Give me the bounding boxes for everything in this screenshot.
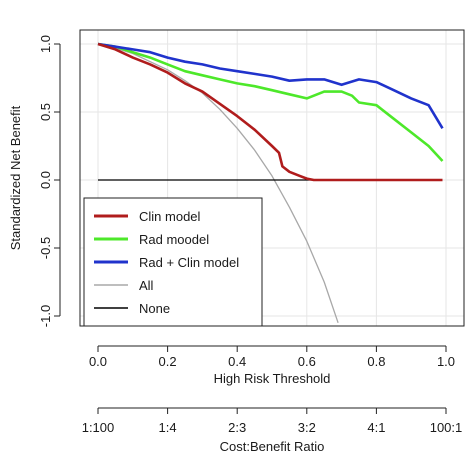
y-tick-label: 1.0 bbox=[38, 35, 53, 53]
secondary-tick-label: 2:3 bbox=[228, 420, 246, 435]
x-tick-label: 0.4 bbox=[228, 354, 246, 369]
legend-label: None bbox=[139, 301, 170, 316]
legend-label: All bbox=[139, 278, 154, 293]
x-tick-label: 0.0 bbox=[89, 354, 107, 369]
secondary-tick-label: 4:1 bbox=[367, 420, 385, 435]
x-tick-label: 0.8 bbox=[367, 354, 385, 369]
series-layer bbox=[97, 42, 444, 324]
series-line-all bbox=[97, 43, 339, 324]
series-line-clin-model bbox=[97, 42, 443, 182]
legend-label: Rad + Clin model bbox=[139, 255, 239, 270]
legend-label: Clin model bbox=[139, 209, 201, 224]
legend-label: Rad moodel bbox=[139, 232, 209, 247]
y-tick-label: 0.5 bbox=[38, 103, 53, 121]
secondary-tick-label: 1:100 bbox=[82, 420, 115, 435]
y-tick-label: -1.0 bbox=[38, 305, 53, 327]
secondary-axis-title: Cost:Benefit Ratio bbox=[220, 439, 325, 454]
axes-layer: 0.0 0.2 0.4 0.6 0.8 1.0 -1.0 -0.5 0.0 0.5 1.0 1:100… bbox=[38, 35, 462, 435]
x-tick-label: 1.0 bbox=[437, 354, 455, 369]
y-tick-label: -0.5 bbox=[38, 237, 53, 259]
y-tick-label: 0.0 bbox=[38, 171, 53, 189]
secondary-tick-label: 3:2 bbox=[298, 420, 316, 435]
secondary-tick-label: 100:1 bbox=[430, 420, 463, 435]
x-tick-label: 0.2 bbox=[159, 354, 177, 369]
plot-frame bbox=[79, 29, 465, 327]
secondary-tick-label: 1:4 bbox=[159, 420, 177, 435]
x-axis-title: High Risk Threshold bbox=[214, 371, 331, 386]
y-axis-title: Standardized Net Benefit bbox=[8, 105, 23, 250]
legend: Clin model Rad moodel Rad + Clin model All N… bbox=[83, 197, 263, 327]
series-line-rad-clin-model bbox=[97, 42, 444, 129]
x-tick-label: 0.6 bbox=[298, 354, 316, 369]
series-line-rad-moodel bbox=[97, 42, 444, 162]
